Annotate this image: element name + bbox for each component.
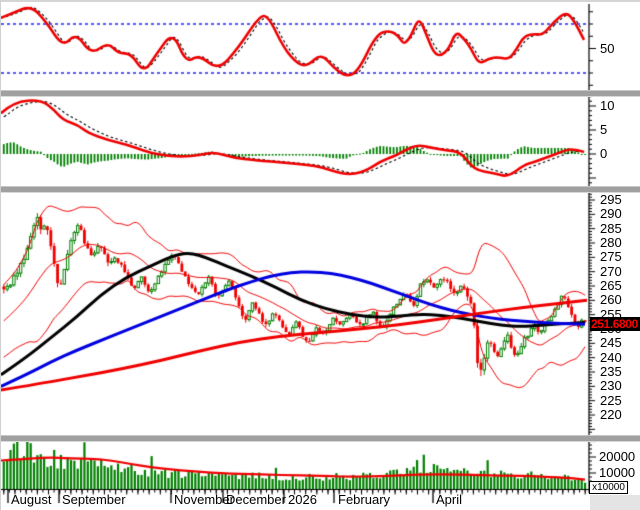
price-axis-label: 280: [600, 235, 622, 250]
corner-fill: [590, 495, 640, 510]
month-label: August: [11, 492, 52, 507]
price-axis-label: 275: [600, 249, 622, 265]
oscillator-pane[interactable]: [1, 4, 587, 90]
price-axis-label: 245: [600, 335, 622, 351]
price-axis-label: 220: [600, 407, 622, 422]
panel-splitter[interactable]: [1, 90, 640, 97]
month-label: 2026: [288, 492, 317, 507]
price-pane[interactable]: [1, 192, 587, 435]
month-label: September: [62, 492, 126, 507]
panel-splitter[interactable]: [1, 435, 640, 442]
panel-splitter[interactable]: [1, 186, 640, 193]
month-label: November: [174, 492, 234, 507]
price-axis-label: 230: [600, 378, 622, 394]
macd-axis-label: 10: [600, 98, 615, 113]
volume-axis-label: 10000: [599, 465, 636, 480]
month-label: December: [226, 492, 286, 507]
macd-axis-label: 0: [600, 146, 608, 161]
price-axis-label: 240: [600, 349, 622, 365]
month-label: February: [338, 492, 391, 507]
price-axis-label: 225: [600, 392, 622, 408]
volume-multiplier-badge: x10000: [589, 481, 628, 494]
macd-pane[interactable]: [1, 95, 587, 186]
price-axis-label: 265: [600, 278, 622, 293]
oscillator-axis-label: 50: [600, 40, 615, 56]
volume-pane[interactable]: [1, 440, 587, 489]
macd-axis-label: 5: [600, 122, 608, 137]
volume-axis-label: 20000: [599, 449, 636, 464]
price-axis-label: 295: [600, 192, 622, 207]
price-axis-label: 270: [600, 263, 622, 279]
price-axis-label: 285: [600, 220, 622, 236]
price-axis-label: 235: [600, 364, 622, 379]
month-label: April: [436, 492, 463, 507]
price-axis-label: 290: [600, 206, 622, 222]
last-price-tag: 251.6800: [590, 317, 640, 332]
price-axis-label: 260: [600, 292, 622, 308]
